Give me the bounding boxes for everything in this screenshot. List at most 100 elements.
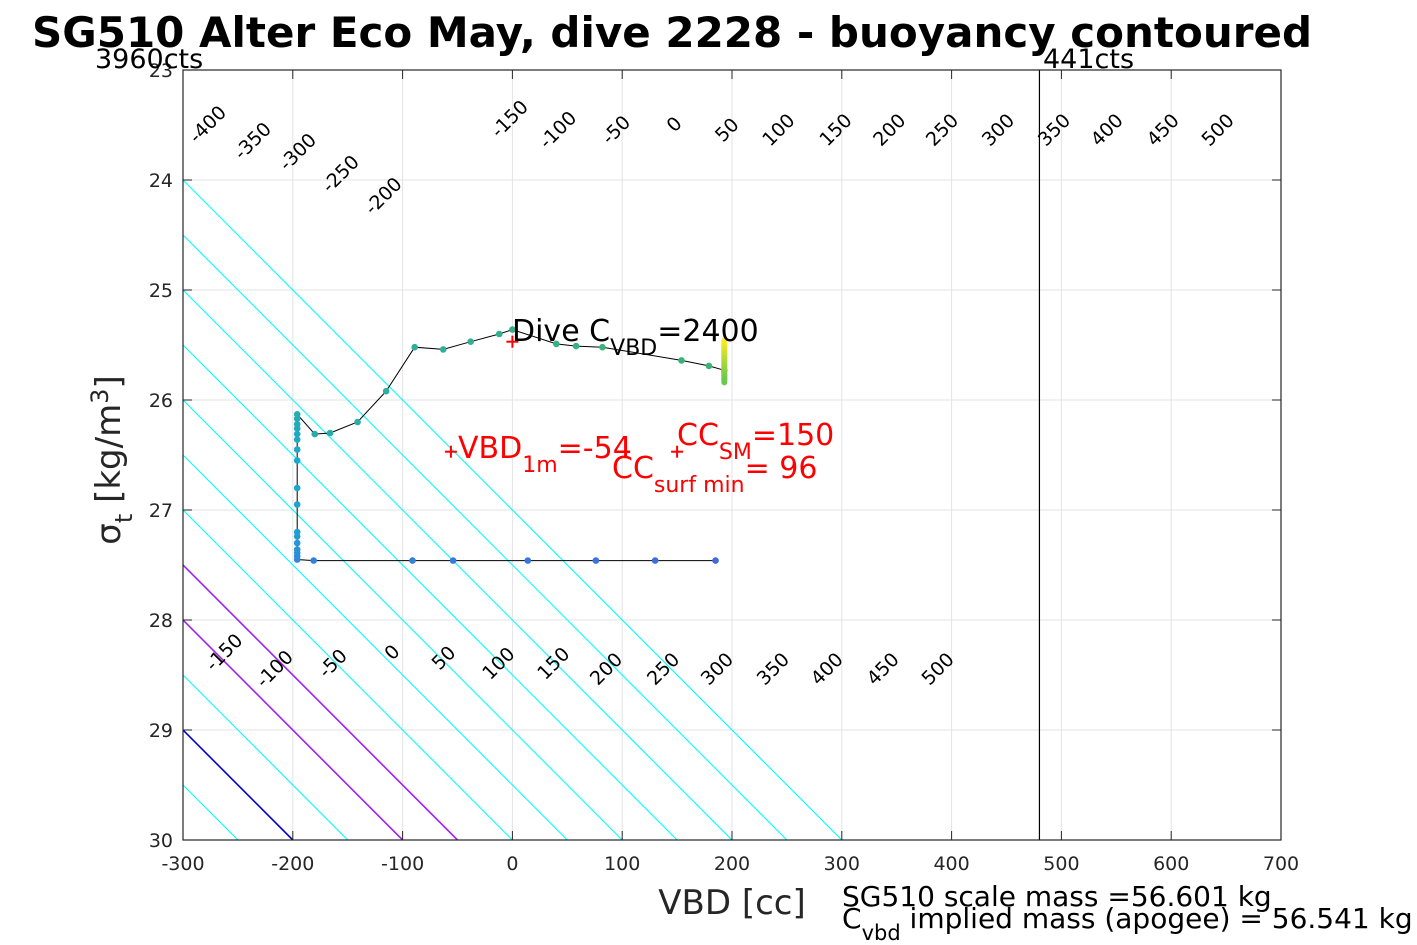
dive-point-3 bbox=[524, 557, 532, 564]
footer-implied-text: implied mass (apogee) = 56.541 kg bbox=[901, 902, 1413, 935]
contour-line-17 bbox=[183, 399, 623, 840]
axes-box bbox=[182, 69, 1282, 841]
dive-point-29 bbox=[439, 346, 447, 353]
x-tick-labels: -300 -200 -100 0 100 200 300 400 500 600 700 bbox=[161, 853, 1299, 875]
footer-implied-mass: Cvbd implied mass (apogee) = 56.541 kg bbox=[842, 902, 1413, 945]
x-tick-label-10: 700 bbox=[1263, 853, 1299, 875]
cc-sm-sub: SM bbox=[719, 440, 752, 465]
y-label-unit: [kg/m bbox=[89, 404, 129, 514]
dive-point-15 bbox=[293, 484, 301, 492]
dive-point-17 bbox=[293, 446, 301, 453]
dive-cvbd-post: =2400 bbox=[657, 314, 758, 349]
vbd-1m-annotation: VBD1m=-54 bbox=[458, 431, 632, 478]
x-tick-label-9: 600 bbox=[1153, 853, 1189, 875]
dive-point-13 bbox=[293, 528, 301, 536]
y-tick-labels: 23 24 25 26 27 28 29 30 bbox=[149, 60, 173, 852]
contour-line-21 bbox=[183, 179, 843, 840]
x-tick-label-5: 200 bbox=[714, 853, 750, 875]
dive-point-27 bbox=[382, 387, 390, 395]
x-tick-label-6: 300 bbox=[824, 853, 860, 875]
dive-point-14 bbox=[293, 501, 301, 508]
footer-scale-mass: SG510 scale mass =56.601 kg bbox=[842, 880, 1272, 913]
y-tick-label-4: 27 bbox=[149, 500, 173, 522]
contour-line-15 bbox=[183, 509, 513, 840]
dive-point-33 bbox=[553, 340, 560, 348]
y-tick-label-5: 28 bbox=[149, 610, 173, 632]
dive-point-26 bbox=[354, 418, 361, 426]
y-tick-label-1: 24 bbox=[149, 170, 173, 192]
x-axis-label: VBD [cc] bbox=[658, 883, 806, 923]
vbd-1m-post: =-54 bbox=[558, 431, 632, 466]
y-label-sub: t bbox=[110, 514, 138, 523]
dive-point-6 bbox=[310, 557, 317, 564]
dive-point-1 bbox=[651, 557, 659, 564]
cc-sm-post: =150 bbox=[752, 418, 834, 453]
dive-point-10 bbox=[293, 546, 301, 553]
cc-sm-pre: CC bbox=[677, 418, 719, 453]
dive-point-37 bbox=[705, 362, 713, 370]
x-tick-label-1: -200 bbox=[271, 853, 314, 875]
x-tick-label-7: 400 bbox=[933, 853, 969, 875]
x-tick-label-0: -300 bbox=[161, 853, 204, 875]
dive-point-18 bbox=[293, 436, 301, 443]
dive-point-11 bbox=[293, 539, 301, 547]
dive-point-34 bbox=[572, 342, 580, 350]
dive-point-25 bbox=[326, 429, 334, 437]
dive-point-21 bbox=[293, 420, 301, 428]
dive-point-5 bbox=[409, 557, 416, 564]
dive-point-4 bbox=[449, 557, 457, 564]
contour-line-19 bbox=[183, 289, 733, 840]
x-tick-label-8: 500 bbox=[1043, 853, 1079, 875]
dive-point-0 bbox=[712, 557, 719, 564]
contour-line-16 bbox=[183, 454, 568, 840]
footer-c: C bbox=[842, 902, 862, 935]
cc-sm-annotation: CCSM=150 bbox=[677, 418, 834, 465]
x-tick-label-2: -100 bbox=[381, 853, 424, 875]
dive-point-19 bbox=[293, 430, 301, 438]
dive-point-30 bbox=[467, 338, 474, 346]
dive-point-28 bbox=[411, 343, 418, 351]
y-label-sup: 3 bbox=[86, 389, 114, 404]
y-label-close: ] bbox=[89, 375, 129, 388]
left-counts-label: 3960cts bbox=[95, 44, 203, 75]
contour-line-13 bbox=[183, 618, 404, 840]
y-axis-label: σt [kg/m3] bbox=[86, 375, 138, 544]
contour-line-18 bbox=[183, 344, 678, 840]
cc-surf-sub: surf min bbox=[654, 473, 745, 498]
y-label-main: σ bbox=[89, 523, 129, 545]
dive-point-35 bbox=[599, 343, 606, 351]
dive-point-16 bbox=[293, 457, 301, 464]
y-tick-label-0: 23 bbox=[149, 60, 173, 82]
y-tick-label-2: 25 bbox=[149, 280, 173, 302]
dive-cvbd-annotation: Dive CVBD=2400 bbox=[512, 314, 759, 361]
y-tick-label-7: 30 bbox=[149, 830, 173, 852]
footer-vbd-sub: vbd bbox=[862, 921, 901, 945]
contour-line-20 bbox=[183, 234, 788, 840]
contour-line-12 bbox=[183, 674, 349, 840]
x-tick-label-4: 100 bbox=[604, 853, 640, 875]
right-counts-label: 441cts bbox=[1043, 44, 1134, 75]
dive-point-31 bbox=[495, 330, 503, 338]
dive-cvbd-sub: VBD bbox=[610, 336, 657, 361]
dive-point-32 bbox=[509, 326, 516, 333]
dive-cvbd-pre: Dive C bbox=[512, 314, 610, 349]
markers bbox=[444, 335, 684, 458]
contour-line-14 bbox=[183, 563, 459, 840]
cc-surf-pre: CC bbox=[612, 451, 654, 486]
contour-line-7 bbox=[0, 70, 73, 840]
dive-trace bbox=[293, 326, 728, 564]
cc-surf-post: = 96 bbox=[745, 451, 818, 486]
dive-point-36 bbox=[678, 357, 685, 364]
chart-title: SG510 Alter Eco May, dive 2228 - buoyanc… bbox=[32, 8, 1312, 57]
contour-lines bbox=[0, 70, 843, 840]
y-tick-label-3: 26 bbox=[149, 390, 173, 412]
dive-point-23 bbox=[293, 411, 301, 418]
vbd-1m-sub: 1m bbox=[522, 453, 557, 478]
x-tick-label-3: 0 bbox=[506, 853, 518, 875]
contour-line-6 bbox=[0, 70, 18, 840]
dive-point-24 bbox=[311, 430, 319, 438]
cc-surf-annotation: CCsurf min= 96 bbox=[612, 451, 817, 498]
dive-point-2 bbox=[592, 557, 600, 564]
y-tick-label-6: 29 bbox=[149, 720, 173, 742]
